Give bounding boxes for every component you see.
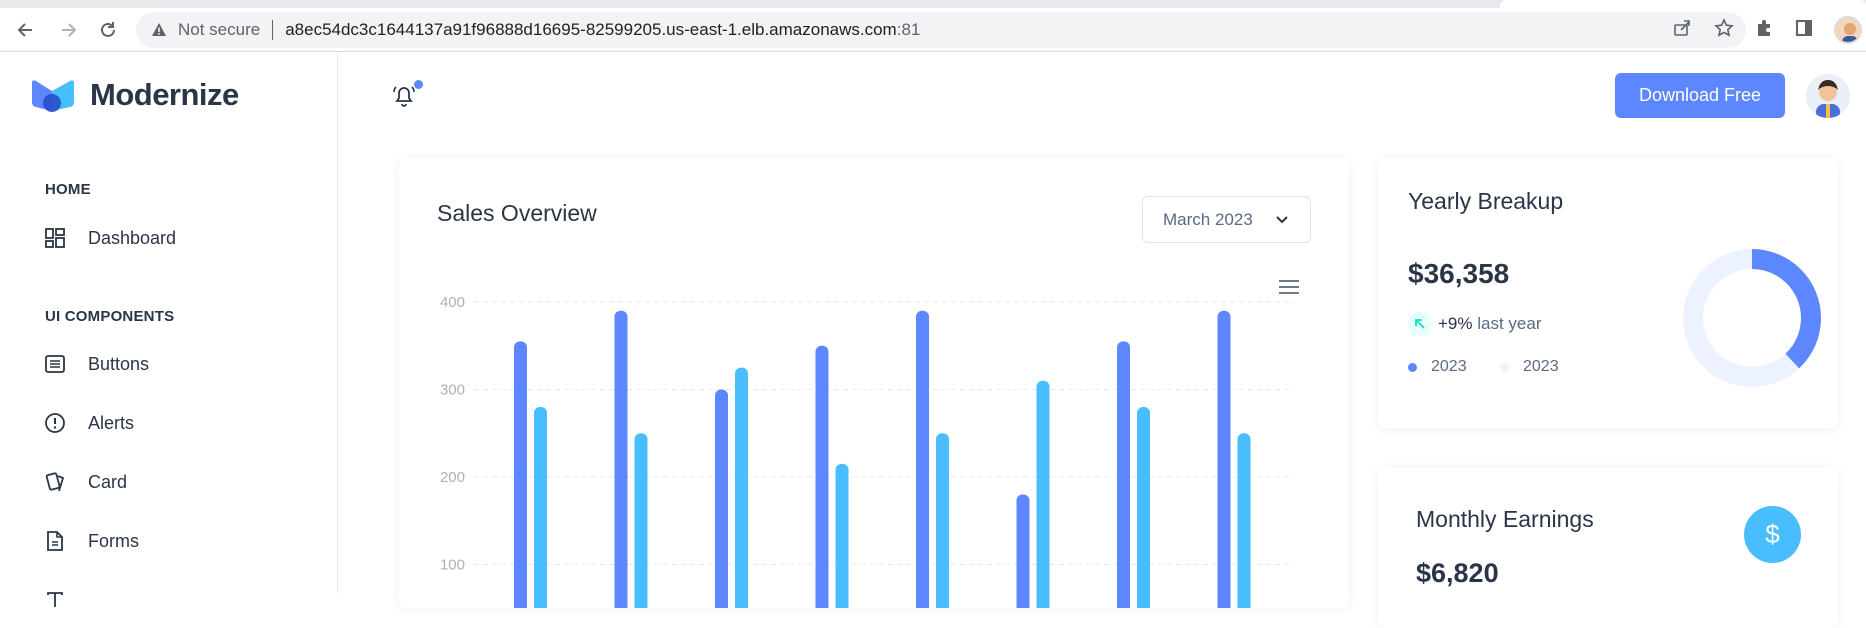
sales-bar-chart: 100 200 300 400 [440,294,1294,609]
share-icon[interactable] [1672,18,1692,43]
legend-dot [1408,362,1417,372]
bar-series-1[interactable] [916,310,929,608]
chevron-down-icon [1274,211,1290,232]
yearly-breakup-amount: $36,358 [1408,258,1510,289]
legend-dot [1500,362,1509,372]
bar-series-2[interactable] [1237,433,1251,608]
reload-icon[interactable] [92,14,124,46]
url-port: :81 [896,20,921,39]
url-text[interactable]: a8ec54dc3c1644137a91f96888d16695-8259920… [285,20,920,40]
bar-series-2[interactable] [1137,407,1150,608]
legend-label: 2023 [1431,358,1467,375]
bar-series-1[interactable] [815,345,829,608]
bar-series-1[interactable] [715,389,728,609]
sidebar-item-buttons[interactable]: Buttons [44,349,149,379]
security-label[interactable]: Not secure [178,20,261,39]
yearly-breakup-donut [1683,249,1821,387]
bar-series-1[interactable] [1217,310,1231,608]
forward-icon[interactable] [52,14,84,46]
typography-icon [44,589,66,611]
legend-item: 2023 [1408,358,1467,376]
cards-icon [44,471,66,493]
month-select[interactable]: March 2023 [1142,196,1311,243]
sidebar-item-label: Alerts [88,412,135,433]
legend-item: 2023 [1500,358,1559,376]
side-panel-icon[interactable] [1794,18,1814,43]
y-tick-label: 100 [440,557,465,574]
chart-menu-icon[interactable] [1278,278,1300,296]
nav-section-home: HOME [45,181,91,198]
brand-name: Modernize [90,77,239,112]
alert-circle-icon [44,412,66,434]
sidebar-item-label: Buttons [88,353,150,374]
sidebar-item-next[interactable] [44,585,66,615]
sidebar-item-label: Forms [88,530,139,551]
donut-arc-primary [1683,249,1821,387]
monthly-earnings-amount: $6,820 [1416,558,1499,588]
bar-series-2[interactable] [936,433,949,608]
trend-text: +9% last year [1438,314,1541,334]
url-host: a8ec54dc3c1644137a91f96888d16695-8259920… [285,20,897,39]
y-tick-label: 300 [440,382,465,399]
trend-percent: +9% [1438,314,1473,333]
browser-profile-avatar[interactable] [1834,16,1862,44]
y-tick-label: 400 [440,294,465,311]
yearly-breakup-card: Yearly Breakup $36,358 +9% last year 202… [1378,158,1838,428]
omnibox-divider [272,20,274,40]
user-avatar[interactable] [1806,74,1850,118]
sidebar-item-label: Card [88,471,128,492]
bar-series-1[interactable] [614,310,628,608]
nav-section-ui-components: UI COMPONENTS [45,308,175,325]
warning-icon[interactable] [150,21,168,39]
y-tick-label: 200 [440,469,465,486]
extensions-puzzle-icon[interactable] [1754,18,1774,43]
file-description-icon [44,530,66,552]
brand-logo[interactable]: Modernize [30,77,239,113]
notification-dot [414,80,423,89]
browser-active-tab[interactable] [1500,0,1866,8]
arrow-up-left-icon [1408,312,1432,336]
browser-tab-strip [0,0,1866,8]
bar-series-1[interactable] [1117,341,1130,608]
sidebar-item-forms[interactable]: Forms [44,526,139,556]
address-bar[interactable]: Not secure a8ec54dc3c1644137a91f96888d16… [136,12,1746,48]
download-free-button[interactable]: Download Free [1615,73,1785,118]
dollar-icon[interactable]: $ [1744,506,1801,563]
article-icon [44,353,66,375]
dashboard-icon [44,227,66,249]
month-select-value: March 2023 [1163,209,1253,229]
browser-toolbar: Not secure a8ec54dc3c1644137a91f96888d16… [0,8,1866,52]
bar-series-2[interactable] [735,367,748,608]
sidebar-item-dashboard[interactable]: Dashboard [44,223,176,253]
monthly-earnings-title: Monthly Earnings [1416,506,1594,532]
bar-series-2[interactable] [634,433,648,608]
sidebar-item-card[interactable]: Card [44,467,127,497]
bar-series-1[interactable] [1016,494,1030,609]
trend-period: last year [1477,314,1542,333]
sales-overview-title: Sales Overview [437,200,597,226]
bookmark-star-icon[interactable] [1714,17,1734,43]
sales-overview-card: Sales Overview March 2023 100 200 300 400 [399,158,1349,608]
legend-label: 2023 [1523,358,1559,375]
bar-series-2[interactable] [1036,380,1050,608]
sidebar-item-label: Dashboard [88,227,177,248]
monthly-earnings-card: Monthly Earnings $6,820 $ [1378,468,1838,628]
yearly-breakup-title: Yearly Breakup [1408,188,1564,214]
bar-series-1[interactable] [514,341,527,608]
sidebar-item-alerts[interactable]: Alerts [44,408,134,438]
sidebar: Modernize HOME Dashboard UI COMPONENTS B… [0,53,338,607]
back-icon[interactable] [10,14,42,46]
bar-series-2[interactable] [835,463,849,608]
bar-series-2[interactable] [534,407,547,608]
modernize-logo-icon [32,80,74,112]
notification-bell-icon[interactable] [390,82,418,110]
